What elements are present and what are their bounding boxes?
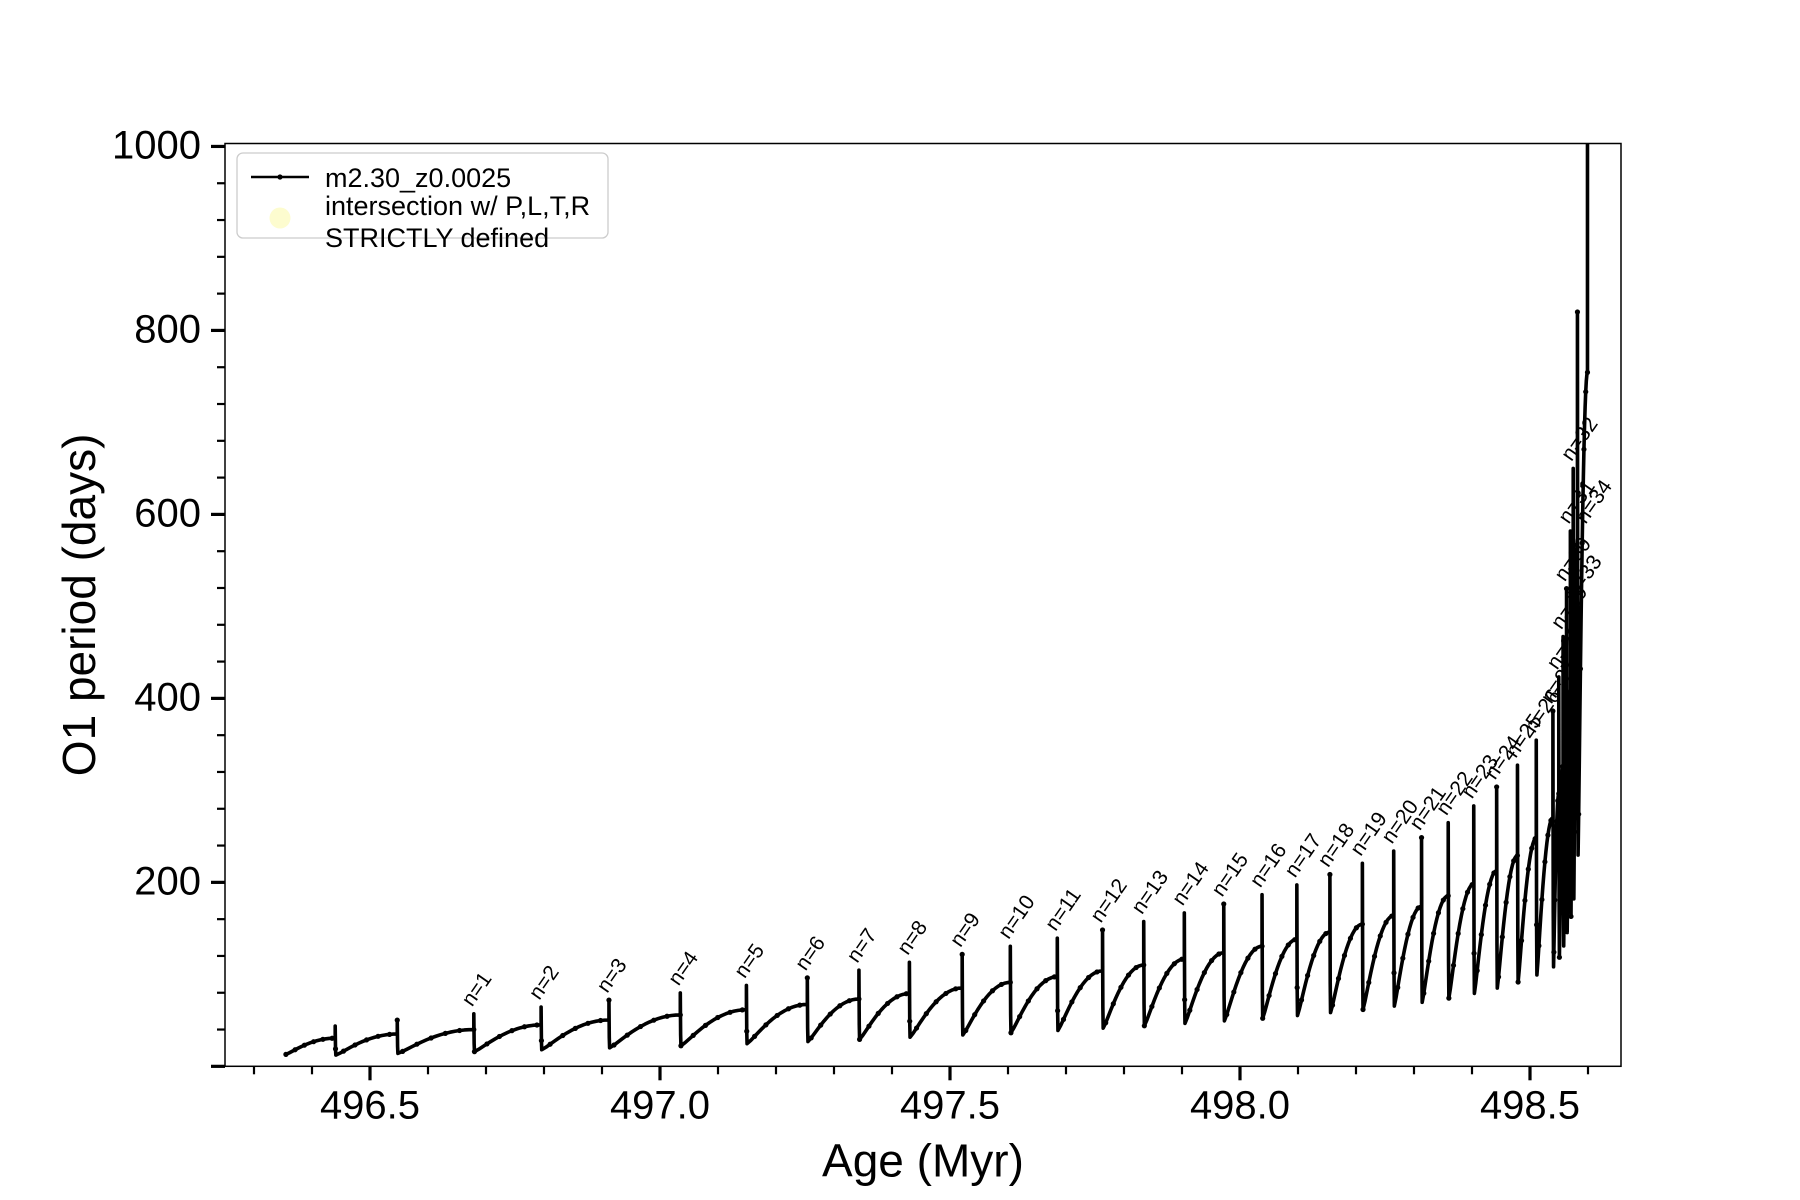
svg-text:200: 200 xyxy=(134,859,201,903)
svg-text:n=4: n=4 xyxy=(664,947,703,990)
svg-text:n=7: n=7 xyxy=(842,924,881,966)
svg-text:n=6: n=6 xyxy=(791,932,830,974)
svg-text:n=32: n=32 xyxy=(1557,413,1603,465)
svg-text:n=13: n=13 xyxy=(1127,866,1173,918)
svg-text:498.5: 498.5 xyxy=(1480,1083,1580,1127)
svg-text:n=15: n=15 xyxy=(1207,849,1253,901)
svg-text:600: 600 xyxy=(134,491,201,535)
svg-text:n=10: n=10 xyxy=(994,891,1040,943)
svg-text:n=5: n=5 xyxy=(730,940,769,982)
svg-text:400: 400 xyxy=(134,675,201,719)
svg-text:Age (Myr): Age (Myr) xyxy=(822,1134,1024,1186)
svg-text:n=2: n=2 xyxy=(525,961,564,1003)
svg-text:800: 800 xyxy=(134,307,201,351)
svg-text:1000: 1000 xyxy=(112,123,201,167)
svg-text:497.5: 497.5 xyxy=(900,1083,1000,1127)
svg-text:n=1: n=1 xyxy=(457,968,496,1010)
svg-text:n=9: n=9 xyxy=(946,909,985,951)
svg-text:n=3: n=3 xyxy=(592,954,631,996)
svg-text:n=8: n=8 xyxy=(893,917,932,959)
svg-text:497.0: 497.0 xyxy=(610,1083,710,1127)
svg-text:498.0: 498.0 xyxy=(1190,1083,1290,1127)
svg-text:n=12: n=12 xyxy=(1086,875,1132,927)
svg-text:O1 period (days): O1 period (days) xyxy=(53,434,105,777)
svg-text:intersection w/ P,L,T,R: intersection w/ P,L,T,R xyxy=(325,191,590,221)
svg-text:496.5: 496.5 xyxy=(320,1083,420,1127)
svg-text:STRICTLY defined: STRICTLY defined xyxy=(325,223,549,253)
svg-text:n=14: n=14 xyxy=(1168,857,1214,909)
svg-text:n=11: n=11 xyxy=(1041,884,1086,935)
svg-text:m2.30_z0.0025: m2.30_z0.0025 xyxy=(325,163,511,193)
